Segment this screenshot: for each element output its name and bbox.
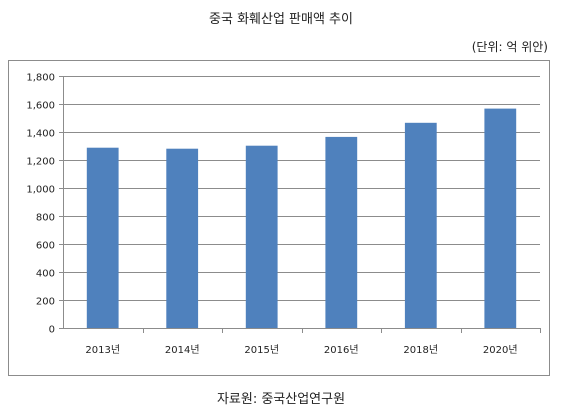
bar-2016년 [325, 136, 358, 328]
x-tick-label: 2016년 [324, 344, 359, 356]
bars [86, 108, 517, 328]
y-tick-label: 1,600 [26, 101, 55, 112]
source-note: 자료원: 중국산업연구원 [216, 392, 346, 407]
y-tick-label: 800 [36, 213, 55, 224]
bar-2015년 [245, 145, 278, 328]
x-tick-label: 2018년 [403, 344, 438, 356]
bar-2013년 [86, 147, 119, 328]
y-tick-label: 0 [49, 325, 55, 336]
axes [59, 76, 541, 333]
x-tick-label: 2014년 [165, 344, 200, 356]
y-tick-label: 600 [36, 241, 55, 252]
y-tick-label: 1,400 [26, 129, 55, 140]
grid-lines [63, 76, 540, 301]
y-tick-label: 1,800 [26, 73, 55, 84]
bar-2018년 [404, 122, 437, 328]
bar-2014년 [166, 148, 199, 328]
x-tick-label: 2015년 [244, 344, 279, 356]
y-tick-label: 400 [36, 269, 55, 280]
x-tick-label: 2020년 [483, 344, 518, 356]
chart-title: 중국 화훼산업 판매액 추이 [209, 12, 353, 27]
y-tick-label: 1,200 [26, 157, 55, 168]
bar-2020년 [484, 108, 517, 328]
tick-labels: 0 200 400 600 800 1,000 1,200 1,400 1,600 1,800 20… [26, 73, 517, 357]
y-tick-label: 200 [36, 297, 55, 308]
x-tick-label: 2013년 [85, 344, 120, 356]
y-tick-label: 1,000 [26, 185, 55, 196]
unit-label: (단위: 억 위안) [471, 40, 548, 54]
